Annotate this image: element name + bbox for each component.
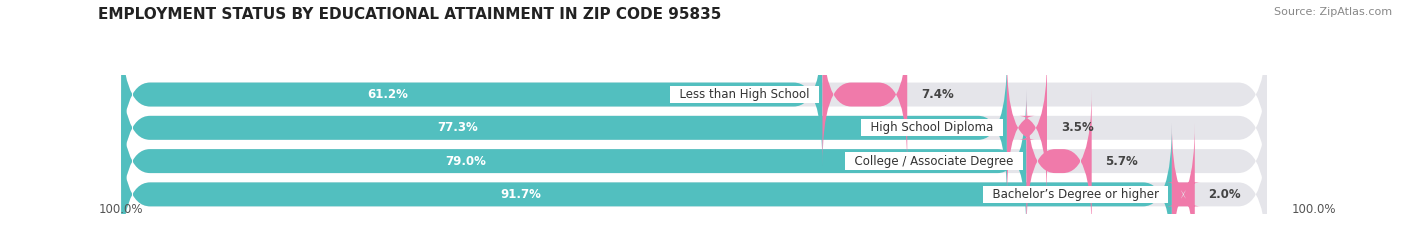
Text: 7.4%: 7.4% xyxy=(921,88,953,101)
FancyBboxPatch shape xyxy=(121,90,1026,232)
Text: 100.0%: 100.0% xyxy=(1291,203,1336,216)
Text: Less than High School: Less than High School xyxy=(672,88,817,101)
FancyBboxPatch shape xyxy=(823,23,907,166)
Legend: In Labor Force, Unemployed: In Labor Force, Unemployed xyxy=(609,231,825,233)
Text: High School Diploma: High School Diploma xyxy=(863,121,1001,134)
FancyBboxPatch shape xyxy=(1007,57,1047,199)
Text: 3.5%: 3.5% xyxy=(1060,121,1094,134)
Text: 100.0%: 100.0% xyxy=(98,203,143,216)
Text: 5.7%: 5.7% xyxy=(1105,155,1139,168)
FancyBboxPatch shape xyxy=(121,23,823,166)
Text: Bachelor’s Degree or higher: Bachelor’s Degree or higher xyxy=(984,188,1166,201)
FancyBboxPatch shape xyxy=(121,90,1267,232)
Text: 79.0%: 79.0% xyxy=(444,155,485,168)
Text: Source: ZipAtlas.com: Source: ZipAtlas.com xyxy=(1274,7,1392,17)
FancyBboxPatch shape xyxy=(121,57,1267,199)
FancyBboxPatch shape xyxy=(121,123,1171,233)
Text: 61.2%: 61.2% xyxy=(367,88,408,101)
Text: 77.3%: 77.3% xyxy=(437,121,478,134)
FancyBboxPatch shape xyxy=(121,57,1007,199)
Text: EMPLOYMENT STATUS BY EDUCATIONAL ATTAINMENT IN ZIP CODE 95835: EMPLOYMENT STATUS BY EDUCATIONAL ATTAINM… xyxy=(98,7,721,22)
FancyBboxPatch shape xyxy=(1166,123,1201,233)
Text: 2.0%: 2.0% xyxy=(1209,188,1241,201)
FancyBboxPatch shape xyxy=(1026,90,1091,232)
FancyBboxPatch shape xyxy=(121,23,1267,166)
Text: College / Associate Degree: College / Associate Degree xyxy=(846,155,1021,168)
Text: 91.7%: 91.7% xyxy=(501,188,541,201)
FancyBboxPatch shape xyxy=(121,123,1267,233)
